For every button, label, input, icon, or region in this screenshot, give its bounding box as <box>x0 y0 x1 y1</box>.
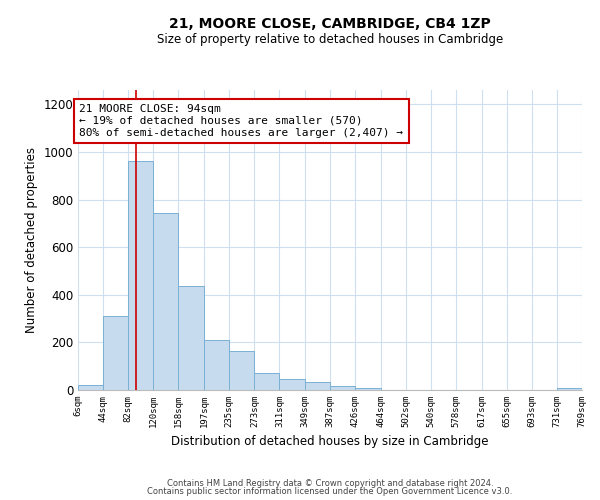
Text: Contains public sector information licensed under the Open Government Licence v3: Contains public sector information licen… <box>148 487 512 496</box>
Bar <box>78 385 103 390</box>
Bar <box>329 386 355 390</box>
Bar <box>154 212 178 390</box>
Bar <box>178 286 204 390</box>
Text: 21, MOORE CLOSE, CAMBRIDGE, CB4 1ZP: 21, MOORE CLOSE, CAMBRIDGE, CB4 1ZP <box>169 18 491 32</box>
Text: 21 MOORE CLOSE: 94sqm
← 19% of detached houses are smaller (570)
80% of semi-det: 21 MOORE CLOSE: 94sqm ← 19% of detached … <box>79 104 403 138</box>
Text: Contains HM Land Registry data © Crown copyright and database right 2024.: Contains HM Land Registry data © Crown c… <box>167 478 493 488</box>
Bar <box>128 162 154 390</box>
Bar <box>557 388 582 390</box>
Bar <box>254 374 280 390</box>
Bar <box>204 340 229 390</box>
Bar <box>280 379 305 390</box>
Y-axis label: Number of detached properties: Number of detached properties <box>25 147 38 333</box>
X-axis label: Distribution of detached houses by size in Cambridge: Distribution of detached houses by size … <box>171 436 489 448</box>
Bar <box>229 350 254 390</box>
Bar <box>305 382 329 390</box>
Text: Size of property relative to detached houses in Cambridge: Size of property relative to detached ho… <box>157 32 503 46</box>
Bar <box>103 316 128 390</box>
Bar <box>355 388 380 390</box>
